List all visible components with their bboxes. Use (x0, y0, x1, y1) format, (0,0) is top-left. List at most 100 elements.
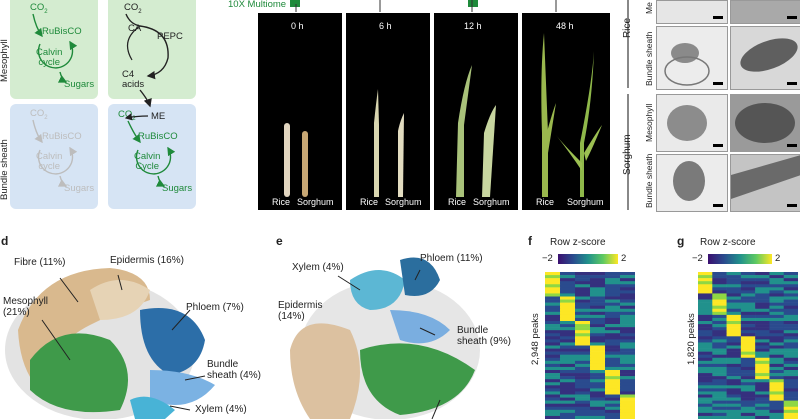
heatmap-cell (783, 391, 798, 395)
heatmap-cell (755, 333, 770, 337)
heatmap-cell (783, 360, 798, 365)
heatmap-cell (740, 351, 756, 355)
heatmap-cell (755, 339, 770, 343)
heatmap-cell (605, 348, 621, 352)
heatmap-cell (575, 376, 591, 380)
heatmap-cell (605, 314, 621, 319)
heatmap-cell (712, 275, 727, 279)
heatmap-cell (605, 311, 621, 316)
heatmap-cell (726, 348, 742, 352)
heatmap-cell (740, 363, 756, 368)
heatmap-cell (590, 272, 606, 276)
heatmap-cell (712, 327, 727, 331)
heatmap-cell (726, 363, 742, 368)
umap-e-label-phloem: Phloem (11%) (420, 253, 483, 264)
heatmap-cell (712, 314, 727, 319)
heatmap-cell (726, 385, 742, 389)
heatmap-cell (590, 290, 606, 294)
heatmap-cell (590, 373, 606, 377)
heatmap-cell (783, 284, 798, 288)
heatmap-cell (698, 403, 713, 408)
heatmap-cell (560, 385, 576, 389)
heatmap-cell (783, 324, 798, 328)
heatmap-cell (575, 397, 591, 401)
heatmap-cell (545, 409, 561, 414)
heatmap-cell (560, 330, 576, 334)
panel-d-letter: d (1, 234, 9, 248)
heatmap-cell (783, 412, 798, 417)
heatmap-cell (726, 409, 742, 414)
heatmap-cell (620, 327, 635, 331)
heatmap-cell (545, 345, 561, 349)
heatmap-cell (712, 293, 727, 297)
heatmap-cell (545, 327, 561, 331)
heatmap-cell (698, 373, 713, 377)
heatmap-cell (755, 391, 770, 395)
heatmap-cell (783, 415, 798, 419)
heatmap-cell (740, 336, 756, 340)
heatmap-cell (755, 311, 770, 316)
heatmap-cell (783, 376, 798, 380)
heatmap-cell (605, 308, 621, 313)
heatmap-cell (769, 327, 785, 331)
heatmap-cell (575, 391, 591, 395)
heatmap-cell (755, 314, 770, 319)
heatmap-cell (698, 339, 713, 343)
heatmap-cell (726, 406, 742, 411)
heatmap-cell (560, 327, 576, 331)
heatmap-cell (712, 354, 727, 359)
heatmap-cell (755, 275, 770, 279)
heatmap-cell (620, 385, 635, 389)
em-sorghum-bs-1 (656, 154, 728, 212)
heatmap-cell (605, 287, 621, 291)
heatmap-cell (590, 388, 606, 392)
heatmap-cell (712, 351, 727, 355)
heatmap-cell (575, 278, 591, 282)
multiome-marker-1 (290, 0, 300, 7)
heatmap-cell (740, 281, 756, 285)
heatmap-cell (698, 272, 713, 276)
heatmap-cell (740, 357, 756, 362)
heatmap-cell (560, 373, 576, 377)
heatmap-cell (783, 308, 798, 313)
em-rice-meso-1 (656, 0, 728, 24)
heatmap-cell (726, 412, 742, 417)
heatmap-cell (620, 382, 635, 386)
heatmap-cell (560, 366, 576, 371)
heatmap-cell (740, 376, 756, 380)
heatmap-cell (712, 281, 727, 285)
heatmap-cell (545, 284, 561, 288)
sorghum-bundle-label: Bundle sheath (644, 153, 654, 208)
heatmap-cell (575, 354, 591, 359)
heatmap-cell (712, 324, 727, 328)
heatmap-cell (698, 324, 713, 328)
c4-ca: CA (128, 23, 142, 34)
heatmap-cell (740, 278, 756, 282)
heatmap-cell (755, 351, 770, 355)
heatmap-cell (605, 272, 621, 276)
heatmap-cell (783, 278, 798, 282)
photo-12h: 12 h Rice Sorghum (434, 13, 518, 210)
heatmap-cell (545, 305, 561, 310)
heatmap-cell (605, 373, 621, 377)
heatmap-cell (769, 336, 785, 340)
heatmap-cell (698, 275, 713, 279)
heatmap-cell (783, 388, 798, 392)
heatmap-cell (620, 354, 635, 359)
heatmap-cell (740, 366, 756, 371)
heatmap-cell (740, 406, 756, 411)
heatmap-cell (620, 366, 635, 371)
heatmap-cell (620, 345, 635, 349)
heatmap-cell (605, 299, 621, 303)
multiome-marker-2 (468, 0, 478, 7)
heatmap-cell (575, 293, 591, 297)
heatmap-cell (560, 376, 576, 380)
heatmap-cell (575, 388, 591, 392)
heatmap-cell (698, 351, 713, 355)
heatmap-cell (769, 351, 785, 355)
heatmap-cell (620, 370, 635, 374)
heatmap-cell (783, 287, 798, 291)
heatmap-cell (560, 360, 576, 365)
heatmap-cell (726, 317, 742, 322)
photo-0h: 0 h Rice Sorghum (258, 13, 342, 210)
